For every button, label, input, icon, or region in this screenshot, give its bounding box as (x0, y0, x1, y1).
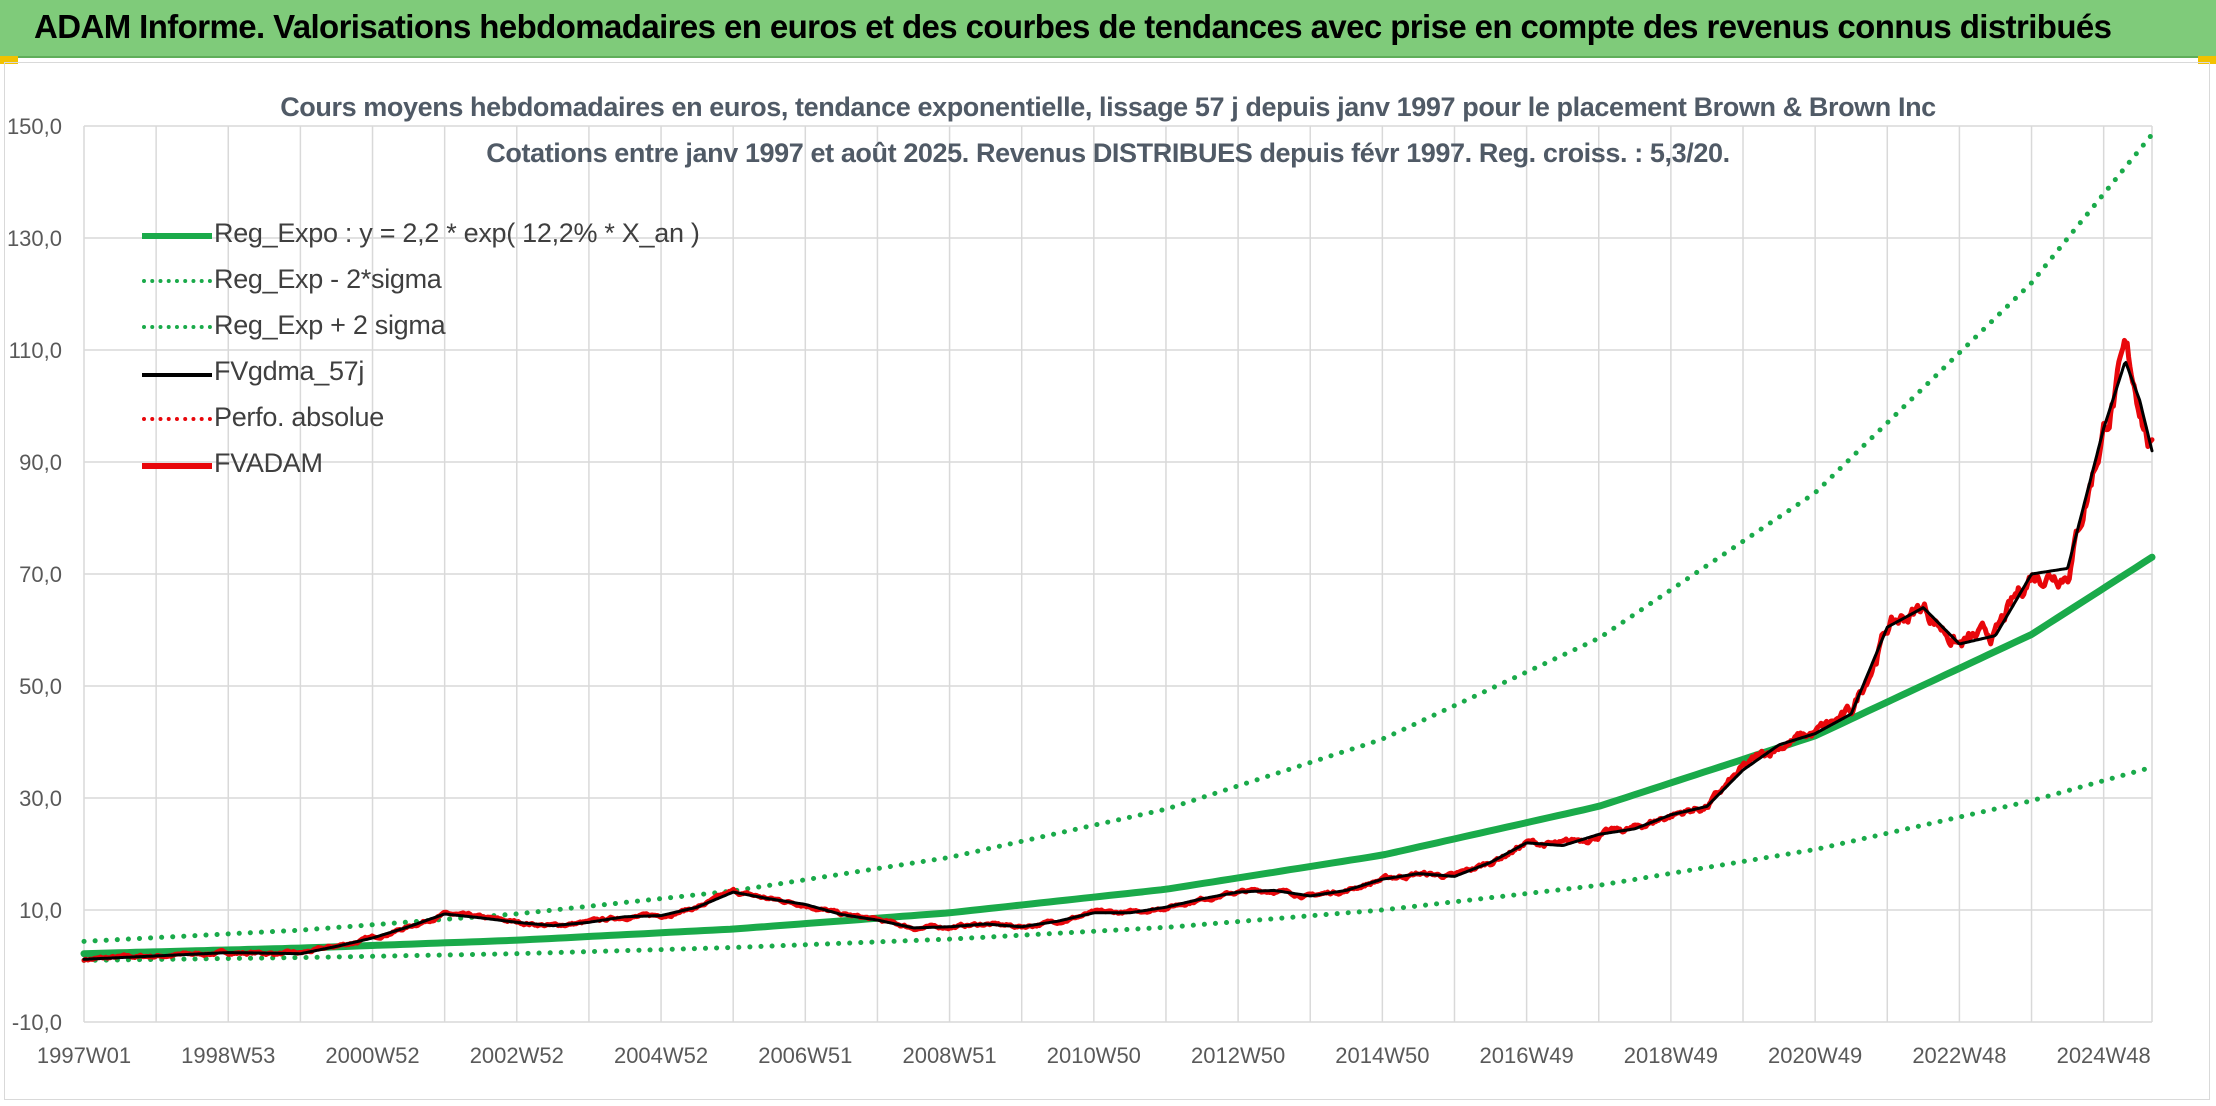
x-tick-label: 2000W52 (325, 1043, 419, 1068)
x-tick-label: 2016W49 (1480, 1043, 1574, 1068)
legend-label: Perfo. absolue (214, 402, 384, 432)
legend-label: Reg_Expo : y = 2,2 * exp( 12,2% * X_an ) (214, 218, 700, 248)
y-tick-label: 50,0 (19, 674, 62, 699)
chart-title: Cours moyens hebdomadaires en euros, ten… (280, 92, 1936, 122)
y-tick-label: 110,0 (9, 338, 62, 363)
chart-frame (4, 62, 2210, 1100)
legend-swatch (142, 463, 212, 469)
x-tick-label: 2024W48 (2057, 1043, 2151, 1068)
x-tick-label: 2018W49 (1624, 1043, 1718, 1068)
series-line-2 (81, 131, 2155, 944)
legend-label: FVADAM (214, 448, 323, 478)
report-banner: ADAM Informe. Valorisations hebdomadaire… (0, 0, 2216, 58)
legend-label: Reg_Exp - 2*sigma (214, 264, 442, 294)
legend-swatch (142, 373, 212, 377)
corner-mark-right (2198, 56, 2216, 64)
y-tick-label: 30,0 (19, 786, 62, 811)
x-tick-label: 2014W50 (1335, 1043, 1429, 1068)
legend-label: FVgdma_57j (214, 356, 365, 386)
legend-swatch (142, 325, 212, 329)
x-tick-label: 2020W49 (1768, 1043, 1862, 1068)
series-line-5 (81, 337, 2155, 963)
x-tick-label: 2012W50 (1191, 1043, 1285, 1068)
y-tick-label: 150,0 (7, 114, 62, 139)
banner-title: ADAM Informe. Valorisations hebdomadaire… (34, 8, 2112, 45)
y-tick-label: -10,0 (12, 1010, 62, 1035)
y-tick-label: 130,0 (7, 226, 62, 251)
y-tick-label: 90,0 (19, 450, 62, 475)
chart-subtitle: Cotations entre janv 1997 et août 2025. … (486, 138, 1730, 168)
x-tick-label: 2022W48 (1912, 1043, 2006, 1068)
series-line-1 (81, 764, 2155, 963)
x-tick-label: 2008W51 (902, 1043, 996, 1068)
y-tick-label: 10,0 (19, 898, 62, 923)
legend-swatch (142, 233, 212, 239)
x-tick-label: 1997W01 (37, 1043, 131, 1068)
y-tick-label: 70,0 (19, 562, 62, 587)
x-tick-label: 2010W50 (1047, 1043, 1141, 1068)
series-line-0 (80, 553, 2156, 958)
x-tick-label: 2004W52 (614, 1043, 708, 1068)
x-tick-label: 2006W51 (758, 1043, 852, 1068)
corner-mark-left (0, 56, 18, 64)
x-tick-label: 2002W52 (470, 1043, 564, 1068)
x-tick-label: 1998W53 (181, 1043, 275, 1068)
legend-swatch (142, 279, 212, 283)
legend-swatch (142, 417, 212, 421)
legend-label: Reg_Exp + 2 sigma (214, 310, 446, 340)
series-line-3 (82, 361, 2154, 961)
